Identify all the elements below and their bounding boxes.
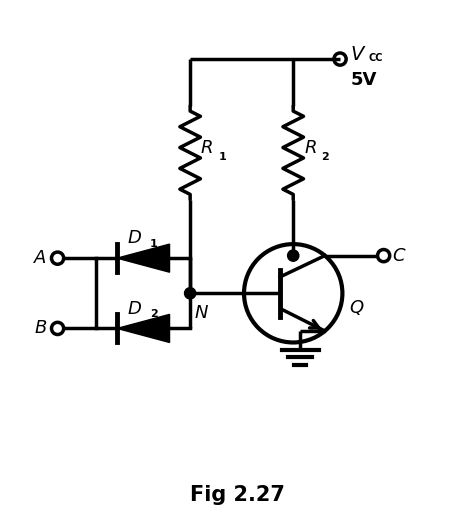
Text: Fig 2.27: Fig 2.27 [190,485,284,505]
Text: 2: 2 [321,152,329,162]
Text: CC: CC [368,53,383,63]
Polygon shape [117,314,170,342]
Text: 5V: 5V [350,71,377,89]
Text: $R$: $R$ [201,139,213,157]
Text: 1: 1 [218,152,226,162]
Polygon shape [117,244,170,272]
Circle shape [184,288,196,299]
Text: $N$: $N$ [194,304,209,322]
Text: $Q$: $Q$ [349,298,365,317]
Text: $B$: $B$ [34,319,47,338]
Text: $V$: $V$ [350,45,367,64]
Text: $R$: $R$ [303,139,316,157]
Text: 1: 1 [150,239,157,249]
Text: 2: 2 [150,309,157,319]
Text: $D$: $D$ [128,300,142,318]
Circle shape [288,250,299,261]
Text: $D$: $D$ [128,229,142,247]
Text: $A$: $A$ [33,249,47,267]
Text: $C$: $C$ [392,246,406,265]
